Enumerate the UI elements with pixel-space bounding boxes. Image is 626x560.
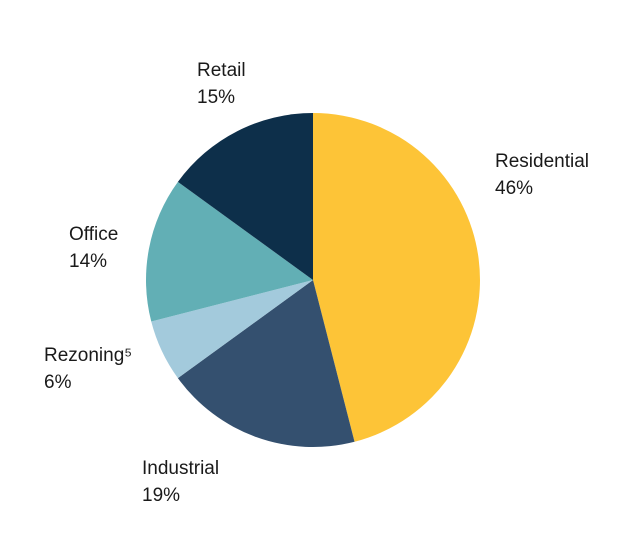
label-residential: Residential 46% [495,148,589,202]
pie-slice-rezoning [151,280,313,379]
label-retail-value: 15% [197,87,236,108]
pie-slice-residential [313,113,480,442]
label-rezoning-value: 6% [44,372,72,393]
pie-slice-industrial [177,280,355,447]
label-rezoning-name: Rezoning⁵ [44,345,133,366]
label-rezoning: Rezoning⁵ 6% [44,342,132,396]
label-residential-value: 46% [495,178,534,199]
label-industrial-value: 19% [142,485,181,506]
label-industrial: Industrial 19% [142,455,219,509]
label-office-name: Office [69,224,119,245]
label-retail-name: Retail [197,60,246,81]
label-retail: Retail 15% [197,57,246,111]
label-residential-name: Residential [495,151,589,172]
label-office-value: 14% [69,251,108,272]
label-industrial-name: Industrial [142,458,220,479]
label-office: Office 14% [69,221,118,275]
pie-slice-office [146,181,313,322]
pie-slice-retail [177,113,313,280]
